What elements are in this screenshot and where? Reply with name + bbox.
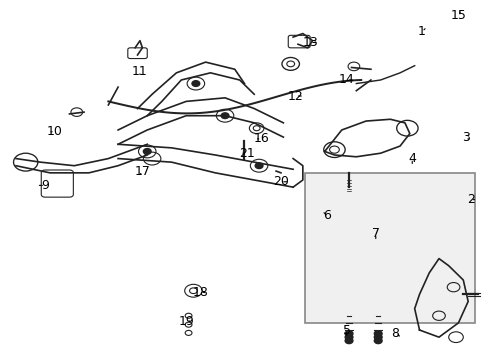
Text: 15: 15 bbox=[449, 9, 466, 22]
Text: 14: 14 bbox=[338, 73, 354, 86]
Circle shape bbox=[345, 331, 352, 337]
Text: 7: 7 bbox=[371, 227, 379, 240]
Text: 18: 18 bbox=[192, 286, 208, 299]
Circle shape bbox=[221, 113, 228, 118]
Text: 21: 21 bbox=[239, 147, 254, 160]
Circle shape bbox=[373, 334, 381, 340]
Circle shape bbox=[345, 334, 352, 340]
Text: 3: 3 bbox=[461, 131, 468, 144]
Text: 9: 9 bbox=[41, 179, 49, 192]
Circle shape bbox=[143, 149, 151, 154]
Text: 8: 8 bbox=[390, 327, 398, 340]
Text: 10: 10 bbox=[47, 125, 62, 138]
Circle shape bbox=[373, 338, 381, 343]
Text: 6: 6 bbox=[323, 209, 330, 222]
Circle shape bbox=[192, 81, 200, 86]
Text: 5: 5 bbox=[342, 324, 350, 337]
Text: 4: 4 bbox=[407, 152, 415, 165]
Text: 20: 20 bbox=[272, 175, 288, 188]
Text: 12: 12 bbox=[287, 90, 303, 103]
Text: 13: 13 bbox=[302, 36, 317, 49]
Text: 16: 16 bbox=[253, 132, 269, 145]
Circle shape bbox=[345, 338, 352, 343]
Text: 2: 2 bbox=[466, 193, 473, 206]
Text: 1: 1 bbox=[417, 25, 425, 38]
Text: 11: 11 bbox=[132, 64, 147, 77]
Text: 19: 19 bbox=[178, 315, 194, 328]
Bar bbox=[305, 173, 474, 323]
Text: 17: 17 bbox=[134, 165, 150, 177]
Circle shape bbox=[373, 331, 381, 337]
Circle shape bbox=[255, 163, 263, 168]
